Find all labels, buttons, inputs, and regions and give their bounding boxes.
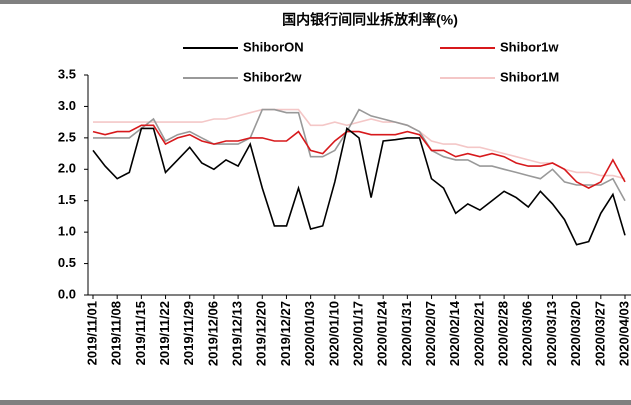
x-tick-label: 2019/12/20 bbox=[254, 301, 269, 366]
y-tick-label: 2.5 bbox=[58, 129, 76, 144]
x-tick-label: 2020/01/03 bbox=[302, 301, 317, 366]
x-tick-label: 2020/01/24 bbox=[375, 300, 390, 366]
chart-title: 国内银行间同业拆放利率(%) bbox=[282, 12, 458, 28]
x-tick-label: 2020/01/10 bbox=[326, 301, 341, 366]
x-tick-label: 2019/11/29 bbox=[181, 301, 196, 365]
x-tick-label: 2020/03/27 bbox=[592, 301, 607, 366]
legend-label: ShiborON bbox=[243, 39, 304, 54]
x-tick-label: 2019/12/06 bbox=[205, 301, 220, 366]
x-tick-label: 2020/02/28 bbox=[496, 301, 511, 366]
line-series bbox=[92, 126, 626, 246]
x-tick-label: 2020/04/03 bbox=[616, 301, 631, 366]
x-tick-label: 2019/11/22 bbox=[157, 301, 172, 365]
y-tick-label: 2.0 bbox=[58, 161, 76, 176]
line-series bbox=[93, 108, 626, 180]
y-tick-label: 3.0 bbox=[58, 98, 76, 113]
legend-label: Shibor1w bbox=[500, 39, 559, 54]
x-tick-label: 2020/03/13 bbox=[544, 301, 559, 366]
x-tick-label: 2020/02/07 bbox=[423, 301, 438, 366]
x-tick-label: 2020/03/20 bbox=[568, 301, 583, 366]
x-tick-label: 2019/12/27 bbox=[278, 301, 293, 366]
x-tick-label: 2020/01/31 bbox=[399, 301, 414, 366]
y-tick-label: 0.0 bbox=[58, 286, 76, 301]
x-tick-label: 2019/12/13 bbox=[230, 301, 245, 366]
x-tick-label: 2020/02/14 bbox=[447, 300, 462, 366]
x-tick-label: 2020/02/21 bbox=[471, 301, 486, 366]
x-tick-label: 2019/11/08 bbox=[109, 301, 124, 365]
line-series bbox=[92, 124, 626, 189]
bottom-band bbox=[0, 400, 631, 405]
legend-label: Shibor1M bbox=[500, 69, 559, 84]
y-tick-label: 1.0 bbox=[58, 224, 76, 239]
x-tick-label: 2019/11/15 bbox=[133, 301, 148, 365]
y-tick-label: 3.5 bbox=[58, 66, 76, 81]
top-band bbox=[0, 0, 631, 4]
y-tick-label: 0.5 bbox=[58, 255, 76, 270]
legend-label: Shibor2w bbox=[243, 69, 302, 84]
line-series bbox=[93, 108, 626, 202]
x-tick-label: 2020/03/06 bbox=[520, 301, 535, 366]
x-tick-label: 2019/11/01 bbox=[84, 301, 99, 365]
y-tick-label: 1.5 bbox=[58, 192, 76, 207]
x-tick-label: 2020/01/17 bbox=[350, 301, 365, 366]
